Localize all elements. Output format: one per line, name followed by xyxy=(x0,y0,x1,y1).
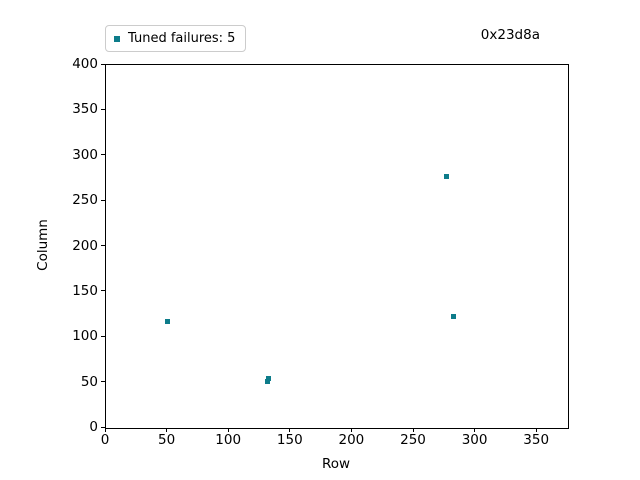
x-tick-label: 350 xyxy=(523,432,550,448)
y-tick-label: 150 xyxy=(72,282,98,299)
x-tick-mark xyxy=(227,428,229,432)
scatter-point xyxy=(165,319,171,325)
y-tick-label: 50 xyxy=(80,373,98,390)
y-tick-label: 300 xyxy=(72,146,98,163)
y-tick-label: 100 xyxy=(72,328,98,345)
y-tick-mark xyxy=(101,154,105,156)
plot-title: 0x23d8a xyxy=(480,27,540,43)
x-tick-label: 150 xyxy=(276,432,303,448)
scatter-point xyxy=(265,379,271,385)
x-tick-mark xyxy=(166,428,168,432)
y-tick-mark xyxy=(101,426,105,428)
x-tick-label: 100 xyxy=(215,432,242,448)
y-tick-mark xyxy=(101,199,105,201)
y-tick-label: 350 xyxy=(72,101,98,118)
x-axis-label: Row xyxy=(321,456,351,472)
x-tick-mark xyxy=(412,428,414,432)
x-tick-mark xyxy=(289,428,291,432)
x-tick-mark xyxy=(535,428,537,432)
scatter-point xyxy=(443,174,449,180)
legend: Tuned failures: 5 xyxy=(105,25,247,52)
y-tick-label: 0 xyxy=(89,419,98,435)
x-tick-mark xyxy=(104,428,106,432)
y-tick-mark xyxy=(101,108,105,110)
y-tick-label: 200 xyxy=(72,237,98,254)
legend-square-marker-icon xyxy=(114,35,120,42)
x-tick-mark xyxy=(474,428,476,432)
x-tick-mark xyxy=(350,428,352,432)
x-tick-label: 0 xyxy=(100,432,110,448)
y-tick-mark xyxy=(101,290,105,292)
y-tick-label: 400 xyxy=(72,56,98,72)
plot-area xyxy=(105,64,569,429)
x-tick-label: 300 xyxy=(461,432,488,448)
scatter-point xyxy=(266,376,272,382)
scatter-point xyxy=(451,313,457,319)
y-tick-mark xyxy=(101,245,105,246)
y-tick-mark xyxy=(101,381,105,383)
x-tick-label: 250 xyxy=(400,432,426,448)
x-tick-label: 50 xyxy=(158,432,176,448)
legend-label: Tuned failures: 5 xyxy=(128,31,236,46)
y-tick-mark xyxy=(101,335,105,337)
y-tick-label: 250 xyxy=(72,192,98,209)
y-tick-mark xyxy=(101,63,105,65)
x-tick-label: 200 xyxy=(338,432,365,448)
